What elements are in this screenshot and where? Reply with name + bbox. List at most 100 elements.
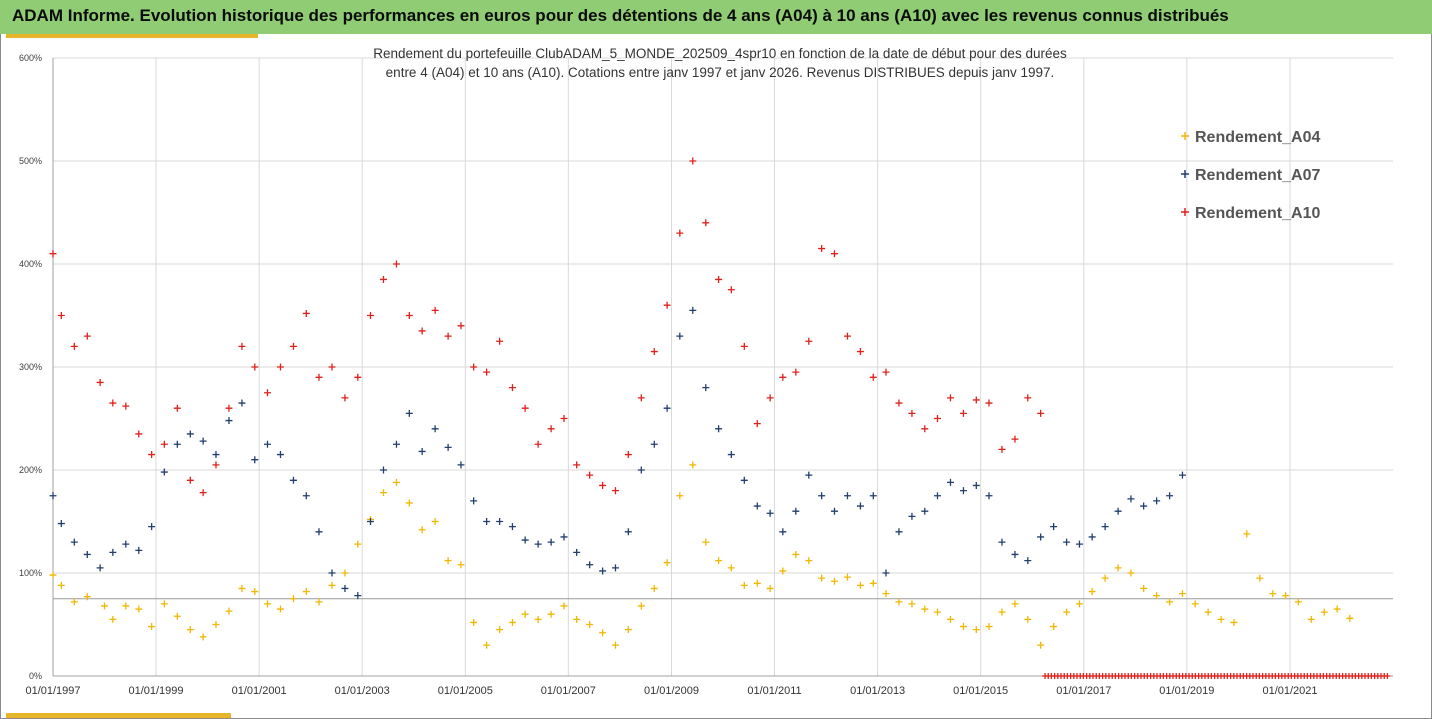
rendement_a04-point <box>1282 592 1290 600</box>
rendement_a07-point <box>843 492 851 500</box>
rendement_a07-point <box>238 399 246 407</box>
rendement_a04-point <box>946 615 954 623</box>
rendement_a04-point <box>818 574 826 582</box>
rendement_a07-point <box>560 533 568 541</box>
y-tick-label: 600% <box>19 53 42 63</box>
chart-title: Rendement du portefeuille ClubADAM_5_MON… <box>200 44 1240 82</box>
rendement_a07-point <box>1024 557 1032 565</box>
x-tick-label: 01/01/2017 <box>1056 685 1111 697</box>
rendement_a10-point <box>392 260 400 268</box>
rendement_a10-point <box>367 312 375 319</box>
rendement_a07-point <box>599 567 607 575</box>
rendement_a04-point <box>1153 592 1161 600</box>
rendement_a07-point <box>367 518 375 525</box>
rendement_a10-point <box>457 322 465 330</box>
rendement_a07-point <box>341 584 349 592</box>
rendement_a04-point <box>160 600 168 608</box>
rendement_a04-point <box>624 626 632 634</box>
rendement_a04-point <box>676 492 684 500</box>
rendement_a04-point <box>1333 605 1341 613</box>
rendement_a10-point <box>753 420 761 428</box>
rendement_a04-point <box>1191 600 1199 608</box>
rendement_a10-point <box>225 404 233 412</box>
rendement_a10-point <box>856 348 864 356</box>
rendement_a07-point <box>1088 533 1096 541</box>
rendement_a07-point <box>160 468 168 476</box>
rendement_a07-point <box>792 507 800 515</box>
rendement_a10-point <box>676 229 684 237</box>
chart-title-line-1: Rendement du portefeuille ClubADAM_5_MON… <box>373 46 1067 61</box>
x-tick-label: 01/01/2003 <box>335 685 390 697</box>
rendement_a07-point <box>199 437 207 445</box>
x-axis-ticks: 01/01/1997 01/01/1999 01/01/2001 01/01/2003… <box>25 685 1317 697</box>
rendement_a04-point <box>985 623 993 631</box>
rendement_a04-point <box>1217 615 1225 623</box>
rendement_a07-point <box>135 546 143 554</box>
rendement_a04-point <box>1204 608 1212 616</box>
rendement_a10-point <box>199 489 207 497</box>
rendement_a10-point <box>470 363 478 371</box>
rendement_a07-point <box>122 540 130 548</box>
rendement_a07-point <box>263 440 271 448</box>
rendement_a07-point <box>753 502 761 510</box>
rendement_a07-point <box>521 536 529 544</box>
rendement_a04-point <box>186 626 194 634</box>
rendement_a07-point <box>895 528 903 536</box>
rendement_a10-point <box>560 415 568 422</box>
rendement_a10-point <box>534 440 542 448</box>
rendement_a04-point <box>547 610 555 618</box>
rendement_a07-point <box>302 492 310 500</box>
rendement_a10-point <box>289 342 297 350</box>
rendement_a10-point <box>946 394 954 402</box>
rendement_a10-point <box>727 286 735 294</box>
rendement_a07-point <box>740 476 748 484</box>
rendement_a04-point <box>1243 530 1251 538</box>
rendement_a10-point <box>869 373 877 381</box>
rendement_a10-point <box>148 451 156 459</box>
rendement_a04-point <box>1063 608 1071 616</box>
rendement_a04-point <box>225 607 233 615</box>
rendement_a07-point <box>418 447 426 455</box>
rendement_a04-point <box>1307 615 1315 623</box>
rendement_a04-point <box>122 602 130 610</box>
rendement_a04-point <box>908 600 916 608</box>
rendement_a10-point <box>418 327 426 335</box>
rendement_a04-point <box>1269 590 1277 598</box>
rendement_a04-point <box>1114 564 1122 572</box>
rendement_a07-point <box>715 425 723 433</box>
rendement_a07-point <box>1063 538 1071 546</box>
y-tick-label: 100% <box>19 568 42 578</box>
rendement_a04-point <box>1127 569 1135 577</box>
rendement_a04-point <box>1101 574 1109 582</box>
x-tick-label: 01/01/2007 <box>541 685 596 697</box>
rendement_a04-point <box>70 598 78 606</box>
rendement_a10-point <box>586 471 594 479</box>
rendement_a10-point <box>663 301 671 309</box>
rendement_a04-point <box>792 550 800 558</box>
rendement_a04-point <box>444 557 452 565</box>
rendement_a10-point <box>135 430 143 438</box>
rendement_a07-point <box>496 518 504 525</box>
rendement_a04-point <box>251 588 259 596</box>
rendement_a10-point <box>354 373 362 381</box>
rendement_a10-point <box>599 481 607 489</box>
rendement_a07-point <box>972 481 980 489</box>
x-tick-label: 01/01/2015 <box>953 685 1008 697</box>
rendement_a07-point <box>1178 471 1186 479</box>
legend: Rendement_A04 Rendement_A07 Rendement_A10 <box>1181 129 1320 222</box>
rendement_a10-point <box>405 312 413 319</box>
rendement_a10-point <box>818 245 826 253</box>
rendement_a04-point <box>1178 590 1186 598</box>
rendement_a04-point <box>302 588 310 596</box>
rendement_a07-point <box>547 538 555 546</box>
legend-marker <box>1181 132 1189 140</box>
rendement_a07-point <box>1101 523 1109 531</box>
rendement_a10-point <box>715 275 723 283</box>
legend-label: Rendement_A04 <box>1195 129 1320 146</box>
rendement_a04-point <box>650 584 658 592</box>
rendement_a10-point <box>624 451 632 459</box>
rendement_a04-point <box>779 567 787 575</box>
x-tick-label: 01/01/2013 <box>850 685 905 697</box>
rendement_a04-point <box>882 590 890 598</box>
rendement_a07-point <box>392 440 400 448</box>
